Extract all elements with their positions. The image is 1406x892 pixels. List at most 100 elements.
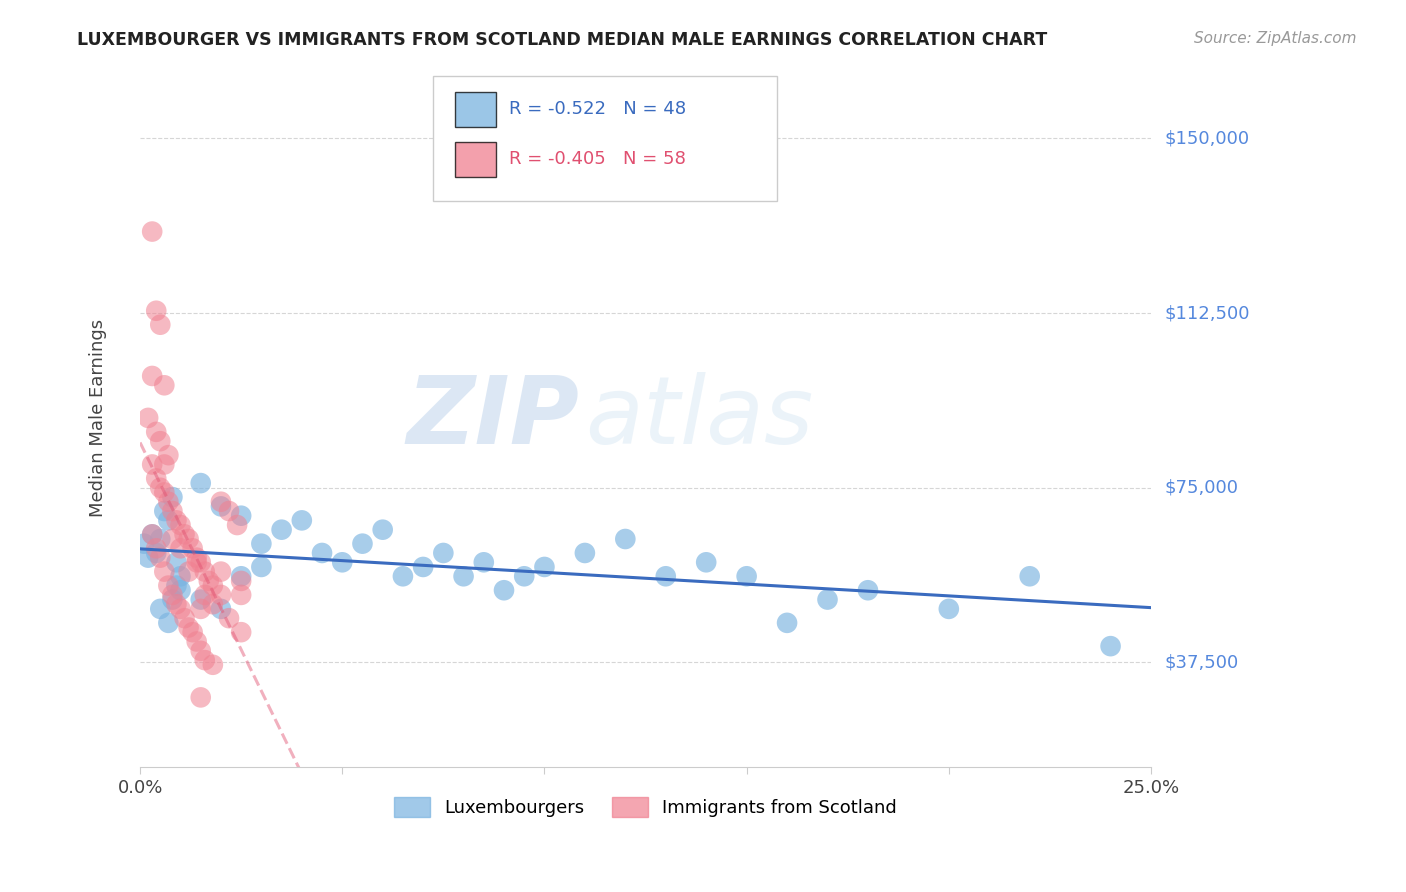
Point: [141, 225, 163, 239]
Point: [432, 546, 454, 560]
Point: [614, 532, 637, 546]
Point: [533, 560, 555, 574]
Point: [776, 615, 799, 630]
Point: [153, 485, 176, 500]
Point: [371, 523, 394, 537]
Point: [153, 378, 176, 392]
Point: [190, 602, 212, 616]
Point: [291, 513, 314, 527]
Point: [157, 448, 180, 462]
Point: [574, 546, 596, 560]
Point: [186, 555, 208, 569]
Text: $150,000: $150,000: [1166, 129, 1250, 147]
Text: ZIP: ZIP: [406, 372, 579, 464]
Point: [695, 555, 717, 569]
Text: LUXEMBOURGER VS IMMIGRANTS FROM SCOTLAND MEDIAN MALE EARNINGS CORRELATION CHART: LUXEMBOURGER VS IMMIGRANTS FROM SCOTLAND…: [77, 31, 1047, 49]
Text: $37,500: $37,500: [1166, 654, 1239, 672]
Point: [513, 569, 536, 583]
FancyBboxPatch shape: [456, 142, 496, 177]
Point: [194, 565, 217, 579]
Point: [186, 550, 208, 565]
Point: [190, 690, 212, 705]
Point: [181, 625, 204, 640]
Text: Median Male Earnings: Median Male Earnings: [89, 318, 107, 517]
Point: [162, 532, 184, 546]
Point: [231, 588, 253, 602]
Point: [190, 644, 212, 658]
Point: [226, 518, 249, 533]
Point: [231, 625, 253, 640]
Point: [198, 574, 221, 588]
Point: [209, 588, 232, 602]
Point: [856, 583, 879, 598]
Point: [166, 597, 188, 611]
Point: [166, 513, 188, 527]
Point: [162, 490, 184, 504]
Point: [132, 536, 155, 550]
Point: [169, 541, 191, 556]
Point: [157, 494, 180, 508]
Point: [145, 541, 167, 556]
Point: [157, 513, 180, 527]
Point: [141, 458, 163, 472]
Point: [392, 569, 415, 583]
Point: [412, 560, 434, 574]
Point: [186, 634, 208, 648]
Point: [938, 602, 960, 616]
Point: [453, 569, 475, 583]
Text: atlas: atlas: [585, 372, 813, 463]
Point: [141, 527, 163, 541]
Text: R = -0.522   N = 48: R = -0.522 N = 48: [509, 100, 686, 118]
Point: [149, 602, 172, 616]
Point: [1018, 569, 1040, 583]
Point: [817, 592, 839, 607]
Point: [136, 410, 159, 425]
Point: [157, 578, 180, 592]
Point: [194, 588, 217, 602]
Point: [231, 574, 253, 588]
Point: [330, 555, 353, 569]
Point: [149, 318, 172, 332]
Point: [177, 565, 200, 579]
Point: [162, 504, 184, 518]
Point: [472, 555, 495, 569]
Point: [194, 653, 217, 667]
Point: [149, 550, 172, 565]
Point: [141, 368, 163, 383]
Point: [169, 569, 191, 583]
Point: [157, 615, 180, 630]
Point: [250, 536, 273, 550]
Point: [231, 508, 253, 523]
Point: [231, 569, 253, 583]
Point: [201, 597, 224, 611]
Point: [181, 541, 204, 556]
Point: [352, 536, 374, 550]
Point: [492, 583, 515, 598]
Point: [162, 592, 184, 607]
Point: [1099, 639, 1122, 653]
Point: [169, 602, 191, 616]
Text: $75,000: $75,000: [1166, 479, 1239, 497]
Point: [190, 476, 212, 491]
Point: [190, 592, 212, 607]
Text: Source: ZipAtlas.com: Source: ZipAtlas.com: [1194, 31, 1357, 46]
Point: [166, 578, 188, 592]
Point: [162, 588, 184, 602]
Point: [250, 560, 273, 574]
Point: [145, 425, 167, 439]
Point: [153, 458, 176, 472]
Text: $112,500: $112,500: [1166, 304, 1250, 322]
FancyBboxPatch shape: [456, 92, 496, 127]
Point: [270, 523, 292, 537]
Point: [136, 550, 159, 565]
Point: [311, 546, 333, 560]
Point: [209, 500, 232, 514]
Point: [218, 504, 240, 518]
Point: [177, 532, 200, 546]
Point: [209, 565, 232, 579]
Point: [735, 569, 758, 583]
Point: [153, 504, 176, 518]
Point: [190, 555, 212, 569]
Point: [145, 303, 167, 318]
Point: [655, 569, 678, 583]
